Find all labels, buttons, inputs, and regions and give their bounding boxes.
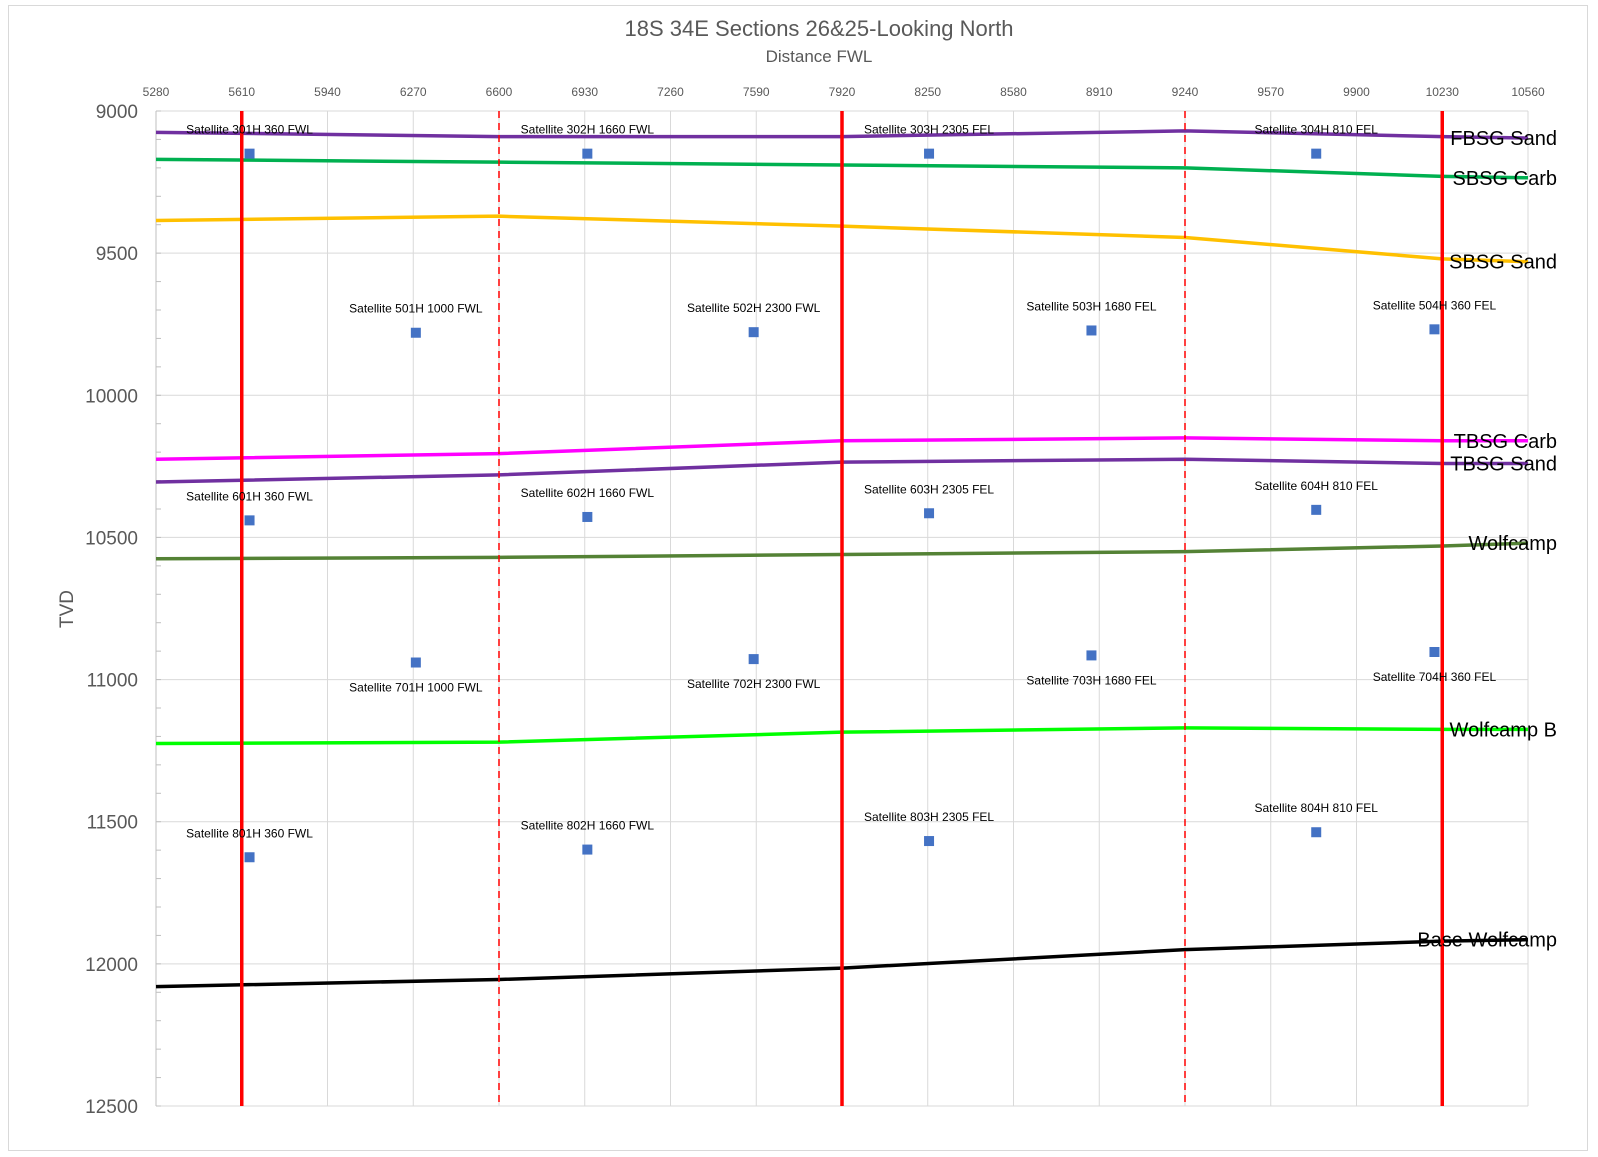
well-marker (410, 657, 421, 668)
well-label: Satellite 702H 2300 FWL (687, 677, 821, 691)
well-label: Satellite 303H 2305 FEL (864, 123, 994, 137)
x-tick-labels: 5280 5610 5940 6270 6600 6930 7260 7590 7920 8250… (143, 85, 1545, 99)
formation-label: TBSG Sand (1450, 454, 1557, 476)
y-tick-label: 10500 (85, 528, 138, 549)
well-label: Satellite 703H 1680 FEL (1026, 673, 1156, 687)
well-marker (244, 515, 255, 526)
well-label: Satellite 601H 360 FWL (186, 489, 313, 503)
well-marker (1311, 827, 1322, 838)
y-tick-label: 9500 (96, 244, 138, 265)
chart-title: 18S 34E Sections 26&25-Looking North (625, 16, 1014, 41)
formation-label: SBSG Carb (1453, 168, 1557, 190)
formation-line (155, 129, 1529, 140)
x-tick-label: 5610 (228, 85, 255, 99)
cross-section-chart: 18S 34E Sections 26&25-Looking North Dis… (57, 16, 1557, 1118)
x-tick-label: 8250 (914, 85, 941, 99)
formation-line (155, 436, 1528, 461)
well-label: Satellite 803H 2305 FEL (864, 810, 994, 824)
well-marker (1429, 646, 1440, 657)
formation-label: TBSG Carb (1454, 431, 1557, 453)
well-label: Satellite 804H 810 FEL (1255, 801, 1379, 815)
x-tick-label: 8910 (1086, 85, 1113, 99)
well-label: Satellite 502H 2300 FWL (687, 301, 821, 315)
chart-subtitle: Distance FWL (766, 47, 873, 66)
x-tick-label: 7260 (657, 85, 684, 99)
x-tick-label: 6600 (486, 85, 513, 99)
well-label: Satellite 301H 360 FWL (186, 123, 313, 137)
x-tick-label: 6270 (400, 85, 427, 99)
well-marker (244, 148, 255, 159)
section-lines (240, 111, 1444, 1106)
well-label: Satellite 504H 360 FEL (1373, 298, 1497, 312)
well-marker (748, 654, 759, 665)
well-label: Satellite 503H 1680 FEL (1026, 299, 1156, 313)
well-label: Satellite 701H 1000 FWL (349, 681, 483, 695)
well-marker (924, 508, 935, 519)
y-tick-label: 10000 (85, 386, 138, 407)
formation-line (155, 726, 1528, 746)
well-markers: Satellite 301H 360 FWL Satellite 302H 166… (186, 123, 1496, 863)
y-axis-label: TVD (57, 590, 78, 628)
well-marker (1311, 504, 1322, 515)
formation-line (155, 157, 1529, 180)
y-tick-label: 11500 (87, 813, 138, 834)
y-tick-label: 9000 (96, 102, 138, 123)
formation-line (155, 937, 1529, 989)
chart-frame: 18S 34E Sections 26&25-Looking North Dis… (8, 5, 1588, 1151)
y-tick-label: 12500 (85, 1097, 138, 1118)
formation-lines (155, 129, 1529, 989)
formation-label: FBSG Sand (1450, 128, 1557, 150)
formation-label: Wolfcamp B (1450, 719, 1557, 741)
x-tick-label: 9240 (1172, 85, 1199, 99)
x-tick-label: 10560 (1511, 85, 1545, 99)
x-tick-label: 9570 (1257, 85, 1284, 99)
y-tick-label: 11000 (87, 671, 138, 692)
y-tick-labels: 9000 9500 10000 10500 11000 11500 12000 12500 (85, 102, 138, 1118)
well-marker (748, 327, 759, 338)
x-tick-label: 7920 (829, 85, 856, 99)
formation-label: Wolfcamp (1468, 533, 1557, 555)
x-tick-label: 8580 (1000, 85, 1027, 99)
well-marker (924, 148, 935, 159)
formation-line (155, 541, 1529, 561)
x-tick-label: 9900 (1343, 85, 1370, 99)
well-label: Satellite 704H 360 FEL (1373, 670, 1497, 684)
well-label: Satellite 602H 1660 FWL (521, 486, 655, 500)
x-tick-label: 7590 (743, 85, 770, 99)
well-label: Satellite 302H 1660 FWL (521, 123, 655, 137)
formation-labels: FBSG Sand SBSG Carb SBSG Sand TBSG CarbTBSG… (1417, 128, 1557, 952)
well-label: Satellite 603H 2305 FEL (864, 482, 994, 496)
well-marker (410, 327, 421, 338)
well-marker (924, 836, 935, 847)
x-tick-label: 5940 (314, 85, 341, 99)
well-label: Satellite 304H 810 FEL (1255, 123, 1379, 137)
y-tick-label: 12000 (85, 955, 138, 976)
well-label: Satellite 801H 360 FWL (186, 826, 313, 840)
well-marker (1429, 324, 1440, 335)
formation-label: SBSG Sand (1449, 252, 1557, 274)
well-marker (582, 148, 593, 159)
x-tick-label: 6930 (571, 85, 598, 99)
well-marker (582, 844, 593, 855)
well-marker (1086, 325, 1097, 336)
well-marker (244, 852, 255, 863)
well-marker (582, 511, 593, 522)
well-marker (1311, 148, 1322, 159)
formation-line (155, 214, 1529, 264)
well-label: Satellite 604H 810 FEL (1255, 479, 1379, 493)
x-tick-label: 5280 (143, 85, 170, 99)
well-marker (1086, 650, 1097, 661)
x-tick-label: 10230 (1426, 85, 1460, 99)
formation-label: Base Wolfcamp (1417, 930, 1557, 952)
formation-line (155, 457, 1528, 484)
well-label: Satellite 802H 1660 FWL (521, 819, 655, 833)
well-label: Satellite 501H 1000 FWL (349, 302, 483, 316)
